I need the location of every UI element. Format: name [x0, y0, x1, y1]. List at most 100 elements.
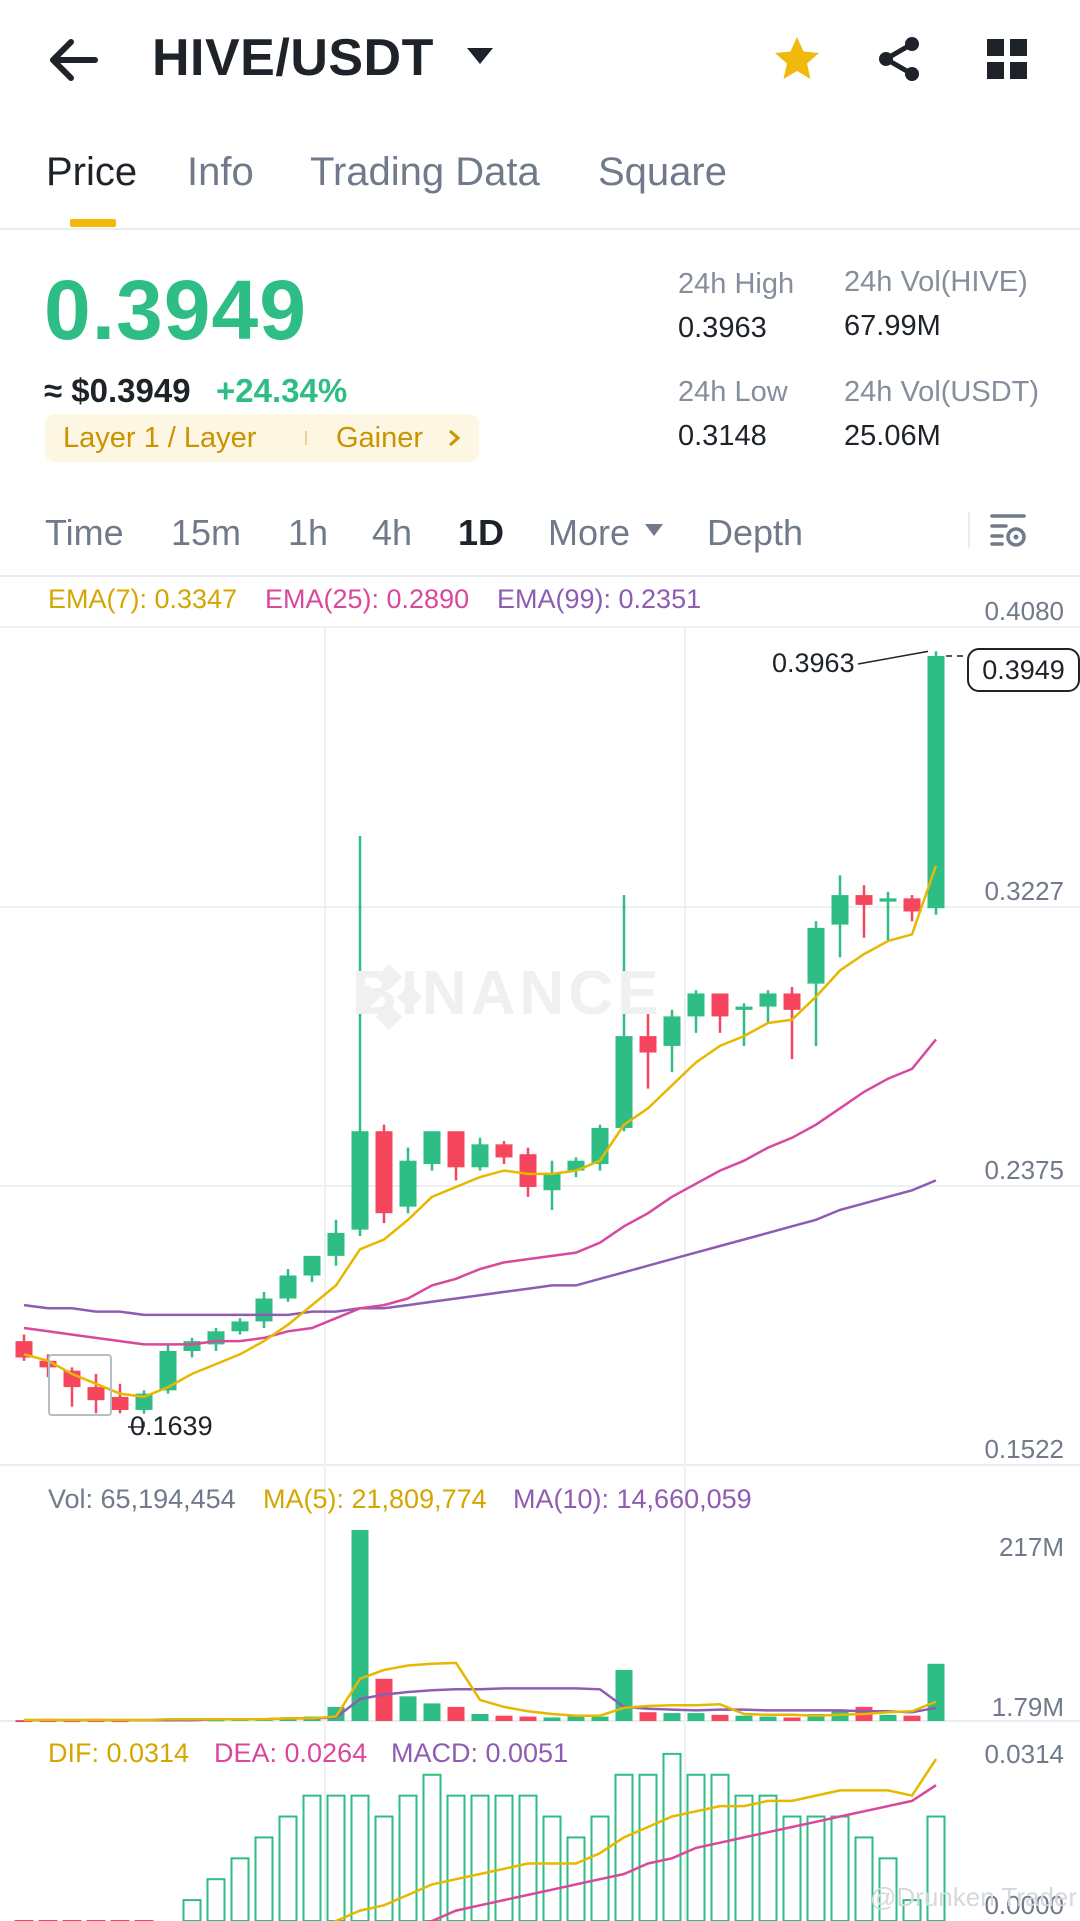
- macd-histogram-bar: [422, 1773, 442, 1921]
- current-price-tag[interactable]: 0.3949: [967, 648, 1080, 692]
- volume-bar: [471, 1713, 489, 1721]
- candle-body: [15, 1341, 33, 1358]
- macd-histogram-bar: [470, 1794, 490, 1921]
- high-leader: [857, 650, 929, 665]
- candle-body: [759, 993, 777, 1007]
- timeframe-divider: [968, 512, 970, 548]
- tab-price[interactable]: Price: [46, 150, 138, 194]
- share-icon[interactable]: [872, 32, 926, 86]
- volume-bar: [591, 1716, 609, 1721]
- vol-usdt-value: 25.06M: [844, 420, 941, 452]
- price-chart[interactable]: [0, 578, 1080, 1921]
- ema7-line: [23, 865, 938, 1399]
- candle-body: [519, 1154, 537, 1187]
- volume-bar: [735, 1715, 753, 1721]
- ma5-label: MA(5): 21,809,774: [263, 1484, 487, 1514]
- candle-body: [567, 1160, 585, 1171]
- macd-histogram-bar: [734, 1794, 754, 1921]
- volume-bar: [807, 1713, 825, 1721]
- timeframe-depth[interactable]: Depth: [707, 512, 804, 553]
- tag-gainer[interactable]: Gainer: [336, 422, 424, 454]
- macd-histogram-bar: [206, 1878, 226, 1921]
- candle-body: [615, 1036, 633, 1128]
- vol-hive-value: 67.99M: [844, 310, 941, 342]
- candle-body: [159, 1350, 177, 1391]
- volume-bar: [783, 1717, 801, 1721]
- fiat-price: ≈ $0.3949: [44, 372, 191, 409]
- section-divider: [0, 575, 1080, 577]
- candle-body: [255, 1298, 273, 1322]
- timeframe-time[interactable]: Time: [45, 512, 124, 553]
- ema99-label: EMA(99): 0.2351: [497, 584, 702, 614]
- tab-info[interactable]: Info: [187, 150, 254, 194]
- price-change: +24.34%: [216, 372, 348, 409]
- volume-bar: [543, 1717, 561, 1721]
- volume-bar: [711, 1714, 729, 1721]
- ema25-line: [23, 1038, 937, 1346]
- candle-body: [687, 993, 705, 1017]
- candle-body: [927, 655, 945, 909]
- macd-label: MACD: 0.0051: [391, 1738, 569, 1768]
- ma10-label: MA(10): 14,660,059: [513, 1484, 752, 1514]
- tag-bar[interactable]: Layer 1 / Layer Gainer: [45, 414, 479, 462]
- timeframe-1h[interactable]: 1h: [288, 512, 329, 553]
- star-icon[interactable]: [770, 32, 824, 86]
- timeframe-more[interactable]: More: [548, 512, 631, 553]
- candle-body: [183, 1341, 201, 1351]
- back-arrow-icon[interactable]: [46, 32, 102, 88]
- last-price: 0.3949: [44, 263, 307, 357]
- credit-text: @Drunken Trader: [870, 1882, 1078, 1912]
- volume-bar: [399, 1696, 417, 1721]
- macd-histogram-bar: [446, 1794, 466, 1921]
- candle-body: [111, 1396, 129, 1411]
- expand-control: [48, 1354, 112, 1416]
- tab-square[interactable]: Square: [598, 150, 727, 194]
- timeframe-4h[interactable]: 4h: [372, 512, 413, 553]
- price-axis-2: 0.3227: [984, 876, 1064, 906]
- caret-down-icon[interactable]: [462, 44, 498, 68]
- candle-body: [471, 1144, 489, 1168]
- macd-histogram-bar: [398, 1794, 418, 1921]
- volume-bar: [519, 1716, 537, 1721]
- macd-histogram-bar: [830, 1815, 850, 1921]
- price-axis-top: 0.4080: [984, 596, 1064, 626]
- timeframe-15m[interactable]: 15m: [171, 512, 242, 553]
- macd-histogram-bar: [806, 1815, 826, 1921]
- candle-body: [783, 993, 801, 1010]
- macd-axis-top: 0.0314: [984, 1739, 1064, 1769]
- macd-histogram-bar: [278, 1815, 298, 1921]
- tab-trading-data[interactable]: Trading Data: [310, 150, 540, 194]
- timeframe-1d[interactable]: 1D: [458, 512, 505, 553]
- volume-bar: [687, 1713, 705, 1721]
- macd-histogram-bar: [590, 1815, 610, 1921]
- volume-bar: [351, 1530, 369, 1721]
- tag-category[interactable]: Layer 1 / Layer: [63, 422, 257, 454]
- chart-settings-icon[interactable]: [986, 508, 1030, 557]
- candle-body: [543, 1173, 561, 1191]
- macd-histogram-bar: [782, 1815, 802, 1921]
- candle-body: [495, 1144, 513, 1158]
- volume-label: Vol: 65,194,454: [48, 1484, 236, 1514]
- macd-histogram-bar: [542, 1815, 562, 1921]
- volume-bar: [495, 1715, 513, 1721]
- dif-label: DIF: 0.0314: [48, 1738, 190, 1768]
- volume-bar: [903, 1715, 921, 1721]
- candle-body: [135, 1393, 153, 1411]
- macd-histogram-bar: [614, 1773, 634, 1921]
- pair-title[interactable]: HIVE/USDT: [152, 29, 434, 87]
- candle-body: [663, 1016, 681, 1046]
- more-caret-icon[interactable]: [644, 522, 664, 543]
- header: HIVE/USDT: [0, 0, 1080, 120]
- candle-body: [423, 1131, 441, 1165]
- dea-label: DEA: 0.0264: [214, 1738, 368, 1768]
- tab-bar: Price Info Trading Data Square: [0, 140, 1080, 230]
- grid-icon[interactable]: [980, 32, 1034, 86]
- ema7-label: EMA(7): 0.3347: [48, 584, 238, 614]
- volume-bar: [423, 1703, 441, 1721]
- macd-histogram-bar: [302, 1794, 322, 1921]
- volume-bar: [375, 1678, 393, 1721]
- volume-bar: [615, 1669, 633, 1721]
- high-value: 0.3963: [678, 312, 767, 344]
- volume-axis-top: 217M: [998, 1532, 1064, 1562]
- candle-body: [447, 1131, 465, 1168]
